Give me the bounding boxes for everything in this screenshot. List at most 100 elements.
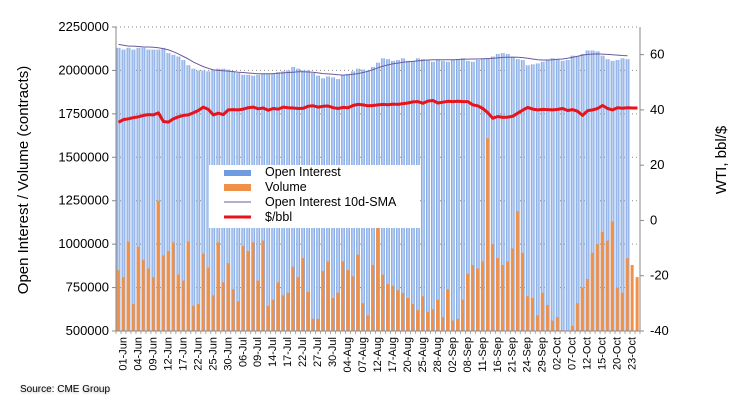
x-tick-label: 04-Jun bbox=[133, 337, 145, 371]
y-tick-label: 500000 bbox=[66, 323, 109, 338]
open-interest-bar bbox=[151, 49, 156, 331]
open-interest-bar bbox=[620, 58, 625, 332]
volume-bar bbox=[396, 290, 400, 331]
y-tick-label: 750000 bbox=[66, 280, 109, 295]
y2-axis-ticks: -40 -20 0 20 40 60 bbox=[640, 47, 669, 338]
volume-bar bbox=[426, 311, 430, 331]
open-interest-bar bbox=[431, 61, 435, 331]
open-interest-bar bbox=[610, 60, 615, 331]
volume-bar bbox=[211, 295, 215, 331]
volume-bar bbox=[575, 303, 579, 331]
volume-bar bbox=[600, 231, 604, 331]
open-interest-bar bbox=[580, 53, 585, 331]
volume-bar bbox=[540, 292, 544, 331]
volume-bar bbox=[371, 264, 375, 331]
volume-bar bbox=[490, 244, 494, 331]
x-tick-label: 06-Jul bbox=[237, 337, 249, 367]
volume-bar bbox=[361, 303, 365, 331]
x-tick-label: 11-Sep bbox=[477, 337, 489, 372]
x-tick-label: 02-Oct bbox=[552, 337, 564, 370]
x-tick-label: 02-Sep bbox=[447, 337, 459, 372]
volume-bar bbox=[495, 258, 499, 331]
volume-bar bbox=[296, 277, 300, 331]
legend-swatch-open-interest bbox=[224, 170, 251, 176]
open-interest-bar bbox=[196, 70, 201, 331]
open-interest-bar bbox=[490, 56, 495, 331]
volume-bar bbox=[221, 282, 225, 331]
volume-bar bbox=[436, 299, 440, 331]
open-interest-bar bbox=[600, 55, 605, 332]
price-line bbox=[117, 99, 638, 124]
x-tick-label: 08-Sep bbox=[462, 337, 474, 372]
volume-bar bbox=[555, 317, 559, 331]
volume-bar bbox=[186, 241, 190, 331]
open-interest-bar bbox=[530, 64, 535, 331]
volume-bar bbox=[465, 273, 469, 331]
volume-bar bbox=[550, 320, 554, 331]
sma-line bbox=[118, 43, 628, 76]
volume-bar bbox=[580, 287, 584, 331]
open-interest-bar bbox=[510, 57, 515, 332]
x-tick-label: 27-Jul bbox=[312, 337, 324, 367]
volume-bar bbox=[291, 266, 295, 331]
y-tick-label: 2250000 bbox=[58, 19, 109, 34]
volume-bar bbox=[286, 292, 290, 331]
x-tick-label: 22-Jun bbox=[192, 337, 204, 371]
volume-bar bbox=[381, 274, 385, 331]
y-tick-label: 1500000 bbox=[58, 149, 109, 164]
open-interest-bar bbox=[191, 68, 196, 331]
volume-bar bbox=[366, 315, 370, 331]
open-interest-bar bbox=[475, 60, 480, 332]
open-interest-bar bbox=[570, 55, 575, 332]
open-interest-bar bbox=[555, 59, 560, 331]
volume-bar bbox=[595, 244, 599, 331]
volume-bar bbox=[136, 246, 140, 331]
x-tick-label: 15-Oct bbox=[597, 337, 609, 370]
volume-bar bbox=[411, 304, 415, 331]
legend-label-volume: Volume bbox=[265, 180, 307, 194]
volume-bar bbox=[441, 317, 444, 331]
x-tick-label: 01-Jun bbox=[118, 337, 130, 371]
open-interest-bar bbox=[535, 63, 540, 331]
open-interest-bar bbox=[436, 60, 440, 332]
open-interest-bar bbox=[590, 50, 595, 332]
open-interest-bar bbox=[116, 47, 121, 332]
x-tick-label: 25-Jun bbox=[207, 337, 219, 371]
legend-label-open-interest: Open Interest bbox=[265, 165, 341, 179]
open-interest-bar bbox=[445, 61, 450, 331]
volume-bar bbox=[485, 138, 489, 331]
open-interest-bar bbox=[166, 53, 171, 332]
open-interest-bar bbox=[465, 60, 470, 331]
volume-bar bbox=[346, 270, 350, 331]
open-interest-bar bbox=[181, 60, 186, 332]
open-interest-bar bbox=[141, 47, 146, 332]
volume-bar bbox=[570, 325, 574, 331]
volume-bar bbox=[151, 277, 155, 331]
volume-bar bbox=[391, 285, 395, 331]
y2-tick-label: 60 bbox=[650, 47, 664, 62]
open-interest-bar bbox=[605, 59, 610, 331]
volume-bar bbox=[306, 291, 310, 331]
volume-bar bbox=[630, 264, 634, 331]
open-interest-bar bbox=[500, 53, 505, 332]
volume-bar bbox=[166, 251, 170, 331]
volume-bar bbox=[351, 276, 355, 331]
x-tick-label: 04-Aug bbox=[342, 337, 354, 372]
volume-bar bbox=[126, 241, 130, 331]
volume-bar bbox=[336, 292, 340, 331]
volume-bar bbox=[450, 320, 454, 331]
open-interest-bar bbox=[595, 51, 600, 331]
volume-bar bbox=[261, 240, 265, 331]
x-tick-label: 20-Oct bbox=[612, 337, 624, 370]
x-tick-label: 17-Jul bbox=[282, 337, 294, 367]
volume-bar bbox=[470, 264, 474, 331]
volume-bar bbox=[455, 318, 459, 331]
x-tick-label: 30-Jul bbox=[327, 337, 339, 367]
volume-bars bbox=[116, 138, 639, 331]
y-tick-label: 2000000 bbox=[58, 62, 109, 77]
x-tick-label: 29-Sep bbox=[537, 337, 549, 372]
open-interest-bar bbox=[575, 56, 580, 331]
legend-label-sma: Open Interest 10d-SMA bbox=[265, 195, 397, 209]
open-interest-bar bbox=[615, 60, 620, 332]
